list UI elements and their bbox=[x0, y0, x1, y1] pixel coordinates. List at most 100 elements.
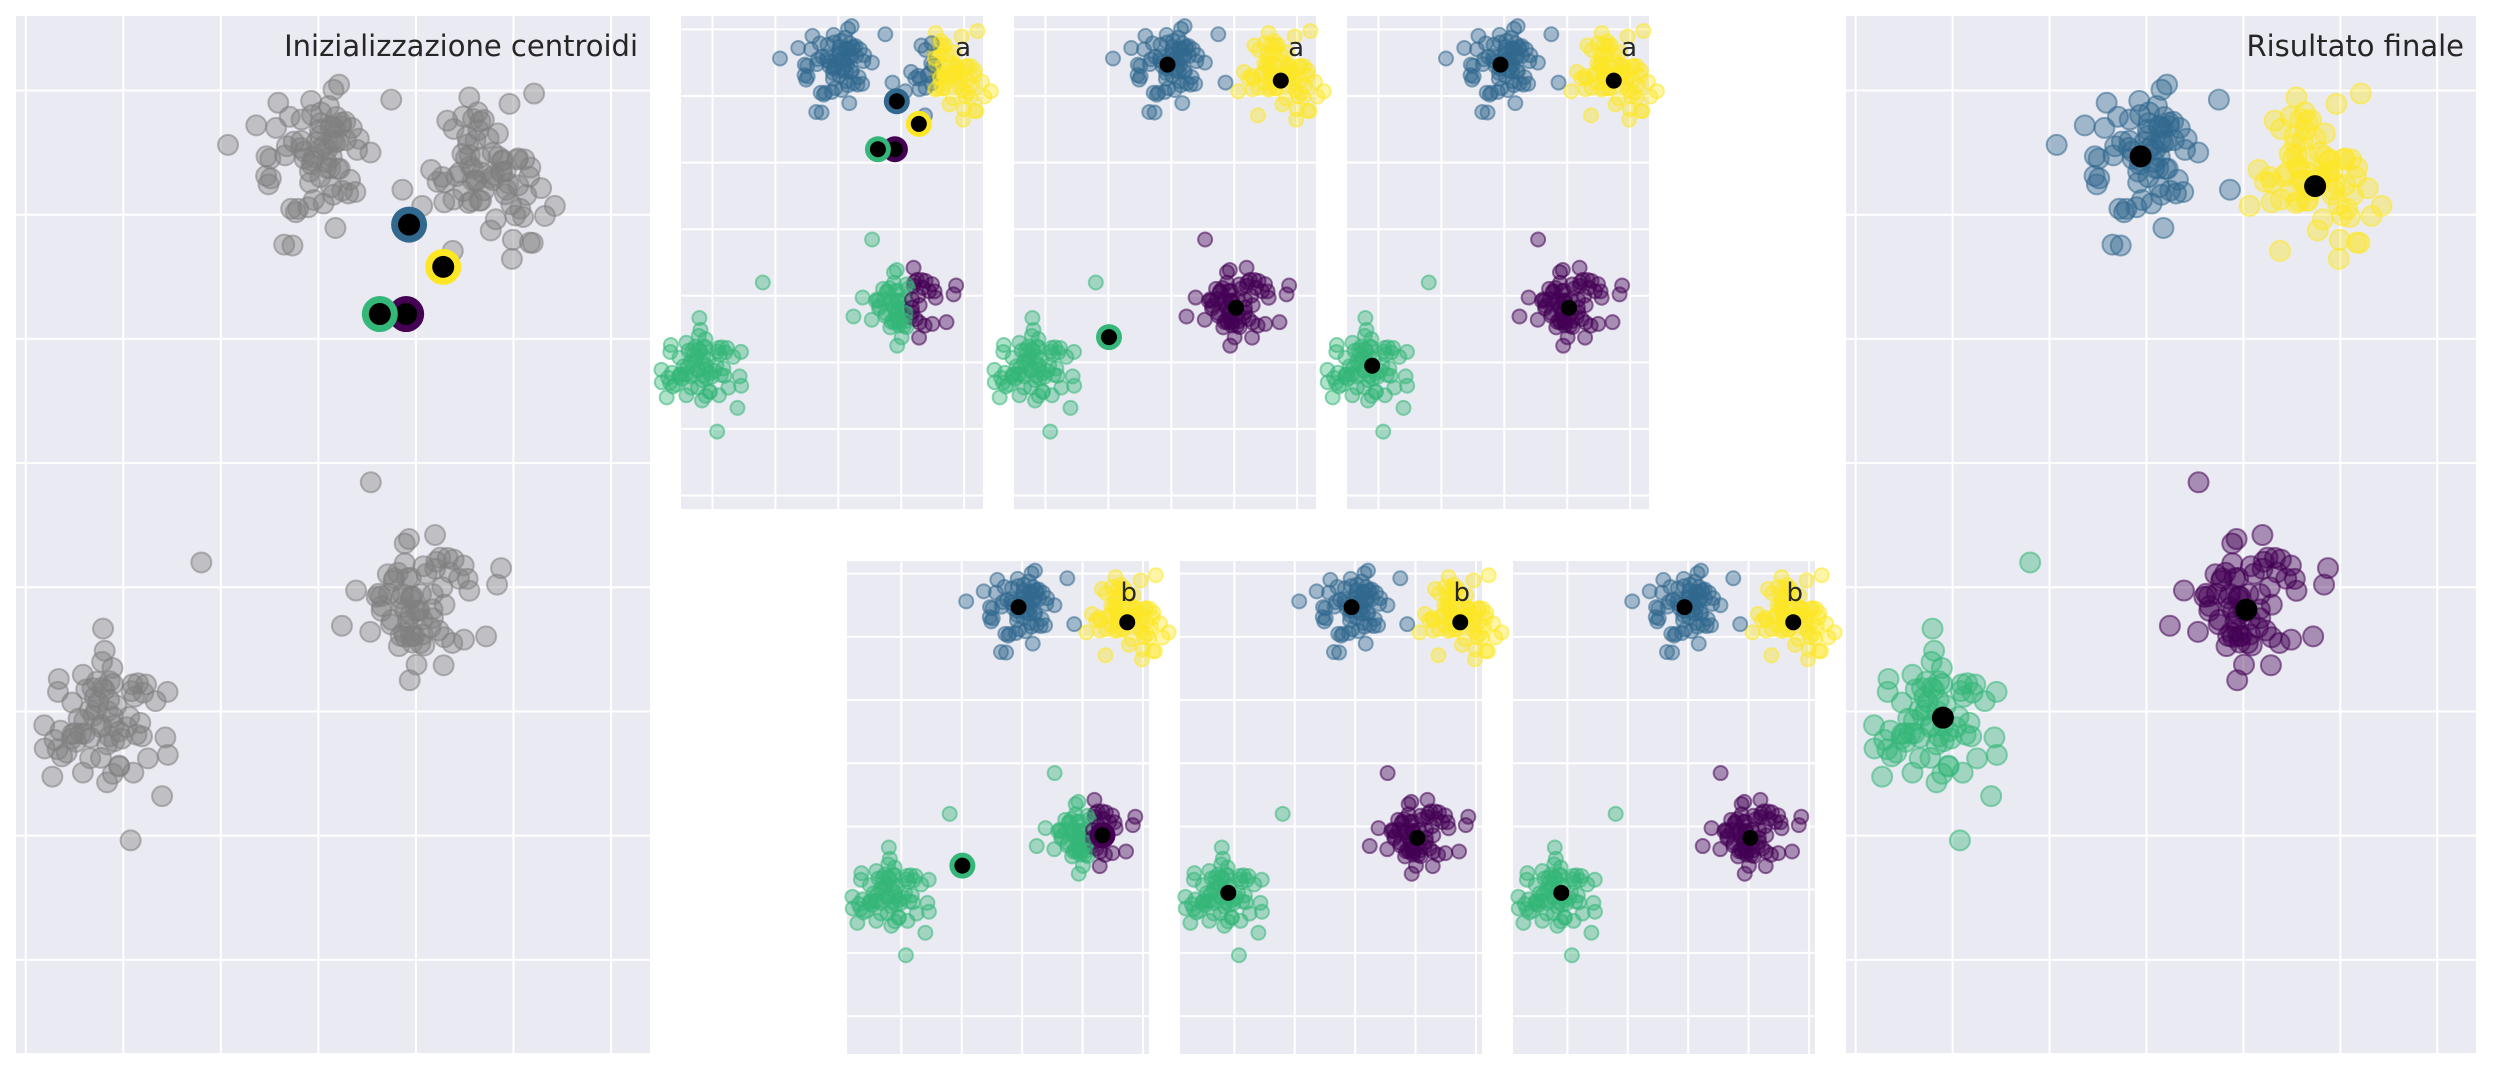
data-point bbox=[301, 150, 324, 173]
data-point bbox=[1123, 39, 1140, 56]
data-point bbox=[1694, 838, 1711, 855]
data-point bbox=[1919, 746, 1942, 769]
data-point bbox=[942, 69, 959, 86]
data-point bbox=[118, 705, 141, 728]
data-point bbox=[1344, 387, 1361, 404]
data-point bbox=[456, 567, 479, 590]
data-point bbox=[1314, 609, 1331, 626]
data-point bbox=[1392, 570, 1409, 587]
data-point bbox=[1744, 624, 1761, 641]
data-point bbox=[1042, 423, 1059, 440]
data-point bbox=[981, 609, 998, 626]
data-point bbox=[913, 37, 930, 54]
data-point bbox=[1124, 817, 1141, 834]
data-point bbox=[33, 714, 56, 737]
data-point bbox=[513, 148, 536, 171]
data-point bbox=[863, 311, 880, 328]
centroid-marker bbox=[1492, 56, 1509, 73]
data-point bbox=[1520, 289, 1537, 306]
data-point bbox=[2284, 133, 2307, 156]
data-point bbox=[2150, 183, 2173, 206]
data-point bbox=[841, 95, 858, 112]
data-point bbox=[725, 348, 742, 365]
data-point bbox=[1577, 81, 1594, 98]
data-point bbox=[2204, 563, 2227, 586]
data-point bbox=[1197, 231, 1214, 248]
data-point bbox=[992, 644, 1009, 661]
data-point bbox=[710, 387, 727, 404]
panel-title: a bbox=[955, 33, 971, 63]
data-point bbox=[1607, 96, 1624, 113]
data-point bbox=[98, 725, 121, 748]
data-point bbox=[2158, 614, 2181, 637]
data-point bbox=[1807, 600, 1824, 617]
data-point bbox=[1266, 32, 1283, 49]
panel-a-2: a bbox=[986, 16, 1332, 509]
panel-title: a bbox=[1621, 33, 1637, 63]
data-point bbox=[1541, 280, 1558, 297]
data-point bbox=[2221, 532, 2244, 555]
data-point bbox=[1062, 399, 1079, 416]
data-point bbox=[1621, 111, 1638, 128]
data-point bbox=[1357, 635, 1374, 652]
data-point bbox=[1376, 387, 1393, 404]
data-point bbox=[432, 654, 455, 677]
data-point bbox=[898, 276, 915, 293]
data-point bbox=[969, 22, 986, 39]
data-point bbox=[1980, 785, 2003, 808]
data-point bbox=[484, 208, 507, 231]
data-point bbox=[290, 108, 313, 131]
data-point bbox=[380, 88, 403, 111]
data-point bbox=[322, 78, 345, 101]
data-point bbox=[512, 205, 535, 228]
panel-a-1: a bbox=[653, 16, 999, 509]
centroid-marker bbox=[1159, 56, 1176, 73]
panel-title: Inizializzazione centroidi bbox=[284, 29, 638, 63]
data-point bbox=[393, 532, 416, 555]
data-point bbox=[1058, 348, 1075, 365]
data-point bbox=[691, 309, 708, 326]
data-point bbox=[1430, 647, 1447, 664]
data-point bbox=[1973, 690, 1996, 713]
data-point bbox=[93, 639, 116, 662]
data-point bbox=[308, 118, 331, 141]
data-point bbox=[245, 114, 268, 137]
data-point bbox=[1217, 74, 1234, 91]
data-point bbox=[1891, 723, 1914, 746]
data-point bbox=[1604, 314, 1621, 331]
data-point bbox=[1758, 622, 1775, 639]
data-point bbox=[1569, 63, 1586, 80]
data-point bbox=[1800, 651, 1817, 668]
data-point bbox=[2238, 194, 2261, 217]
data-point bbox=[91, 676, 114, 699]
data-point bbox=[479, 219, 502, 242]
data-point bbox=[1213, 839, 1230, 856]
data-point bbox=[982, 83, 999, 100]
outlier-point bbox=[2019, 551, 2042, 574]
data-point bbox=[1046, 765, 1063, 782]
centroid-marker bbox=[2304, 175, 2327, 198]
data-point bbox=[129, 711, 152, 734]
data-point bbox=[1043, 339, 1060, 356]
data-point bbox=[1274, 96, 1291, 113]
data-point bbox=[1419, 791, 1436, 808]
centroid-marker bbox=[1452, 614, 1469, 631]
data-point bbox=[831, 42, 848, 59]
data-point bbox=[886, 300, 903, 317]
data-point bbox=[2251, 524, 2274, 547]
panel-initialization: Inizializzazione centroidi bbox=[16, 16, 650, 1053]
data-point bbox=[1147, 567, 1164, 584]
data-point bbox=[861, 893, 878, 910]
data-point bbox=[1066, 377, 1083, 394]
data-point bbox=[2073, 114, 2096, 137]
data-point bbox=[1563, 83, 1580, 100]
centroid-marker bbox=[1343, 599, 1360, 616]
data-point bbox=[1004, 366, 1021, 383]
data-point bbox=[905, 259, 922, 276]
data-point bbox=[1357, 309, 1374, 326]
centroid-marker bbox=[1605, 72, 1622, 89]
data-point bbox=[1344, 334, 1361, 351]
data-point bbox=[391, 583, 414, 606]
data-point bbox=[1141, 103, 1158, 120]
data-point bbox=[1948, 829, 1971, 852]
